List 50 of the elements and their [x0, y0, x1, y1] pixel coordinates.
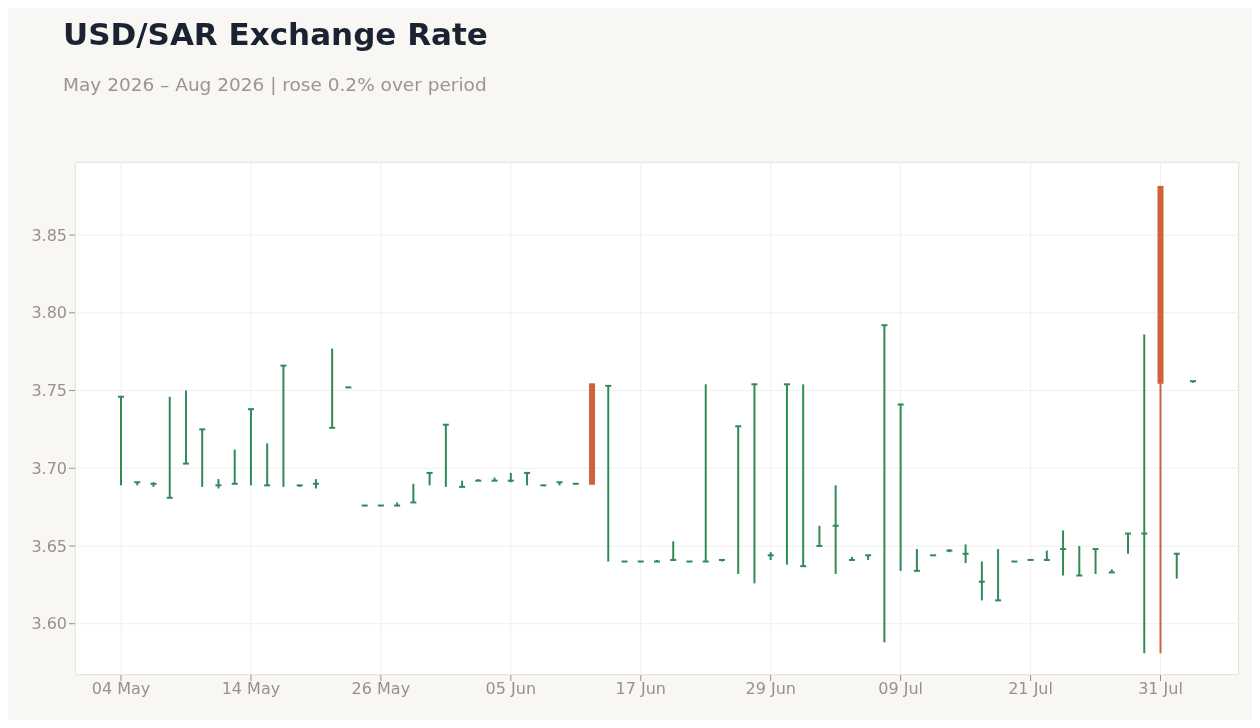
y-tick-label: 3.60 — [31, 614, 67, 634]
candlestick — [410, 482, 417, 504]
candlestick — [1092, 548, 1099, 575]
x-tick-label: 21 Jul — [1008, 679, 1053, 699]
candlestick — [897, 403, 904, 572]
y-tick-label: 3.75 — [31, 381, 67, 401]
candlestick — [978, 560, 985, 602]
candlestick — [247, 408, 254, 487]
candlestick — [442, 423, 449, 488]
x-tick-label: 04 May — [91, 679, 151, 699]
candlestick — [394, 501, 401, 507]
candlestick — [199, 428, 206, 488]
candlestick — [913, 548, 920, 572]
candlestick — [962, 543, 969, 565]
candlestick — [1076, 544, 1083, 577]
candlestick — [832, 484, 839, 575]
candlestick — [670, 540, 677, 561]
x-tick-label: 26 May — [351, 679, 411, 699]
x-tick-label: 05 Jun — [485, 679, 537, 699]
candlestick — [280, 364, 287, 488]
x-tick-label: 29 Jun — [745, 679, 796, 699]
x-tick-label: 31 Jul — [1138, 679, 1183, 699]
y-tick-label: 3.80 — [31, 303, 67, 323]
candlestick — [231, 448, 238, 485]
candlestick — [735, 425, 742, 575]
candlestick — [881, 324, 888, 644]
x-tick-label: 09 Jul — [878, 679, 924, 699]
candlestick — [702, 383, 709, 563]
y-tick-label: 3.85 — [31, 225, 67, 245]
candlestick — [118, 395, 124, 487]
candlestick — [329, 347, 336, 429]
x-tick-label: 14 May — [221, 679, 281, 699]
candlestick — [1060, 529, 1067, 577]
candlestick — [816, 524, 823, 547]
chart-title: USD/SAR Exchange Rate — [63, 16, 488, 52]
candlestick — [751, 383, 758, 585]
candlestick — [1173, 552, 1180, 580]
candlestick — [783, 383, 790, 566]
candlestick — [1125, 532, 1132, 555]
candlestick — [166, 395, 173, 499]
candlestick — [1141, 333, 1148, 655]
candlestick — [800, 383, 807, 568]
candlestick — [182, 389, 189, 465]
candlestick — [605, 384, 612, 563]
candlestick — [264, 442, 271, 487]
x-tick-label: 17 Jun — [615, 679, 666, 699]
y-tick-label: 3.70 — [31, 458, 67, 478]
candlestick — [995, 548, 1002, 602]
y-tick-label: 3.65 — [31, 536, 67, 556]
chart-subtitle: May 2026 – Aug 2026 | rose 0.2% over period — [63, 74, 487, 95]
